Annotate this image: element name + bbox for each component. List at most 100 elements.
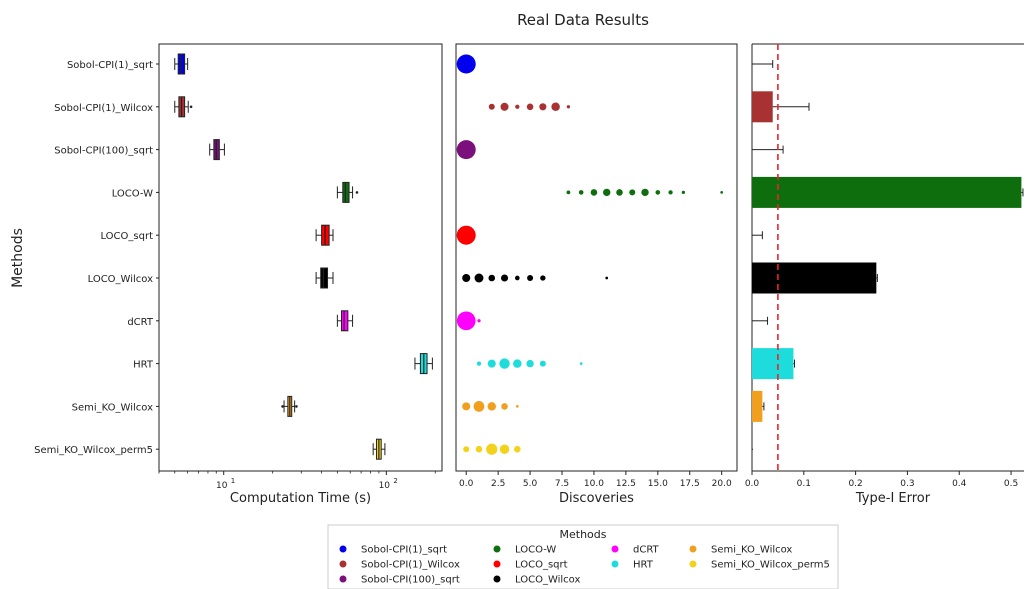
discovery-point-loco-wilcox bbox=[527, 274, 534, 282]
discoveries-panel: 0.0 2.5 5.0 7.5 10.0 12.5 15.0 17.5 20.0 Discover… bbox=[455, 43, 738, 506]
error-tick-label: 0.1 bbox=[797, 479, 811, 489]
discovery-point-hrt bbox=[487, 359, 496, 368]
legend-label-semi-ko-wilcox-perm5: Semi_KO_Wilcox_perm5 bbox=[711, 560, 830, 571]
legend-label-loco-w: LOCO-W bbox=[515, 545, 556, 556]
time-tick-exponent: 1 bbox=[231, 477, 235, 485]
discovery-point-loco-w bbox=[566, 190, 571, 195]
discovery-point-sobol-cpi-1-wilcox bbox=[526, 103, 534, 111]
discovery-point-loco-wilcox bbox=[540, 275, 546, 281]
box-flier bbox=[295, 405, 298, 408]
error-bar-sobol-cpi-1-wilcox bbox=[752, 91, 773, 123]
method-label-sobol-cpi-1-wilcox: Sobol-CPI(1)_Wilcox bbox=[54, 103, 153, 114]
discoveries-axes-frame bbox=[455, 43, 738, 472]
discoveries-tick-label: 12.5 bbox=[616, 479, 636, 489]
discoveries-x-axis-label: Discoveries bbox=[559, 491, 634, 506]
legend-title: Methods bbox=[560, 528, 607, 541]
discovery-point-loco-w bbox=[629, 189, 636, 196]
discovery-point-loco-w bbox=[641, 188, 649, 197]
discovery-point-hrt bbox=[579, 362, 583, 365]
legend-marker-dcrt bbox=[611, 545, 619, 553]
discovery-point-sobol-cpi-1-wilcox bbox=[566, 105, 571, 109]
discovery-point-hrt bbox=[526, 359, 534, 368]
discovery-point-loco-w bbox=[616, 189, 623, 196]
legend-label-loco-wilcox: LOCO_Wilcox bbox=[515, 575, 580, 586]
discoveries-tick-label: 0.0 bbox=[459, 479, 474, 489]
legend-label-dcrt: dCRT bbox=[633, 545, 660, 556]
discovery-point-sobol-cpi-1-sqrt bbox=[456, 54, 476, 74]
method-label-sobol-cpi-1-sqrt: Sobol-CPI(1)_sqrt bbox=[67, 60, 153, 71]
box-loco-wilcox bbox=[320, 267, 329, 289]
error-tick-label: 0.2 bbox=[848, 479, 862, 489]
error-bar-loco-wilcox bbox=[752, 262, 877, 294]
discovery-point-loco-w bbox=[681, 190, 685, 195]
legend-label-hrt: HRT bbox=[633, 560, 654, 571]
method-label-semi-ko-wilcox: Semi_KO_Wilcox bbox=[72, 402, 153, 413]
method-tick-labels: Sobol-CPI(1)_sqrt Sobol-CPI(1)_Wilcox Sobo… bbox=[34, 60, 159, 456]
discovery-point-loco-w bbox=[655, 190, 661, 195]
discovery-point-sobol-cpi-1-wilcox bbox=[539, 103, 547, 111]
discovery-point-hrt bbox=[513, 359, 522, 368]
discovery-point-semi-ko-wilcox bbox=[462, 402, 471, 411]
discovery-point-loco-w bbox=[578, 190, 584, 195]
legend-marker-loco-w bbox=[493, 545, 501, 553]
method-label-hrt: HRT bbox=[133, 360, 154, 371]
discovery-point-hrt bbox=[499, 358, 510, 369]
discovery-point-loco-sqrt bbox=[456, 225, 476, 245]
discovery-point-sobol-cpi-1-wilcox bbox=[515, 104, 520, 109]
method-label-dcrt: dCRT bbox=[127, 317, 154, 328]
discoveries-tick-label: 15.0 bbox=[648, 479, 668, 489]
discovery-point-semi-ko-wilcox bbox=[473, 401, 485, 412]
figure-title: Real Data Results bbox=[517, 11, 649, 29]
discovery-point-semi-ko-wilcox bbox=[501, 403, 508, 410]
discovery-point-loco-w bbox=[668, 190, 673, 195]
error-tick-label: 0.5 bbox=[1004, 479, 1018, 489]
legend-label-sobol-cpi-1-sqrt: Sobol-CPI(1)_sqrt bbox=[361, 545, 447, 556]
time-axes-frame bbox=[158, 43, 443, 472]
discovery-point-loco-wilcox bbox=[488, 274, 496, 282]
discovery-point-loco-w bbox=[603, 188, 611, 197]
error-x-axis-label: Type-I Error bbox=[855, 491, 931, 506]
discovery-point-semi-ko-wilcox bbox=[515, 405, 519, 408]
error-bar-loco-w bbox=[752, 176, 1022, 208]
method-label-loco-w: LOCO-W bbox=[112, 188, 153, 199]
discovery-point-loco-w bbox=[720, 191, 724, 194]
discovery-point-semi-ko-wilcox-perm5 bbox=[475, 445, 483, 453]
legend-marker-hrt bbox=[611, 560, 619, 568]
discovery-point-loco-wilcox bbox=[605, 276, 609, 280]
discovery-point-sobol-cpi-1-wilcox bbox=[488, 103, 495, 110]
discovery-point-semi-ko-wilcox-perm5 bbox=[499, 444, 510, 454]
legend-label-semi-ko-wilcox: Semi_KO_Wilcox bbox=[711, 545, 792, 556]
box-flier bbox=[281, 405, 284, 408]
method-label-loco-sqrt: LOCO_sqrt bbox=[100, 231, 153, 242]
legend-label-loco-sqrt: LOCO_sqrt bbox=[515, 560, 568, 571]
discovery-point-semi-ko-wilcox-perm5 bbox=[463, 446, 470, 453]
legend-marker-semi-ko-wilcox bbox=[689, 545, 697, 553]
method-label-semi-ko-wilcox-perm5: Semi_KO_Wilcox_perm5 bbox=[34, 445, 153, 456]
discovery-point-dcrt bbox=[477, 319, 481, 323]
discoveries-tick-label: 10.0 bbox=[584, 479, 604, 489]
discovery-point-loco-wilcox bbox=[500, 274, 509, 282]
error-tick-label: 0.4 bbox=[952, 479, 967, 489]
type-i-error-panel: 0.0 0.1 0.2 0.3 0.4 0.5 Type-I Error bbox=[745, 43, 1024, 506]
legend-marker-semi-ko-wilcox-perm5 bbox=[689, 560, 697, 568]
legend-marker-sobol-cpi-1-wilcox bbox=[339, 560, 347, 568]
box-flier bbox=[355, 191, 359, 194]
legend-label-sobol-cpi-1-wilcox: Sobol-CPI(1)_Wilcox bbox=[361, 560, 460, 571]
discoveries-tick-label: 7.5 bbox=[555, 479, 569, 489]
discovery-point-sobol-cpi-1-wilcox bbox=[500, 102, 509, 111]
legend-marker-loco-sqrt bbox=[493, 560, 501, 568]
method-label-sobol-cpi-100-sqrt: Sobol-CPI(100)_sqrt bbox=[54, 146, 153, 157]
discovery-point-semi-ko-wilcox-perm5 bbox=[514, 445, 521, 453]
discovery-point-semi-ko-wilcox bbox=[487, 402, 497, 411]
error-bar-hrt bbox=[752, 348, 794, 380]
discovery-point-hrt bbox=[476, 361, 482, 366]
y-axis-label: Methods bbox=[10, 228, 26, 288]
discovery-point-sobol-cpi-1-wilcox bbox=[551, 102, 560, 112]
discovery-point-loco-w bbox=[590, 189, 598, 196]
time-tick-exponent: 2 bbox=[393, 477, 397, 485]
legend-frame bbox=[327, 524, 839, 589]
discovery-point-sobol-cpi-100-sqrt bbox=[456, 140, 476, 160]
time-x-axis-label: Computation Time (s) bbox=[230, 491, 371, 506]
